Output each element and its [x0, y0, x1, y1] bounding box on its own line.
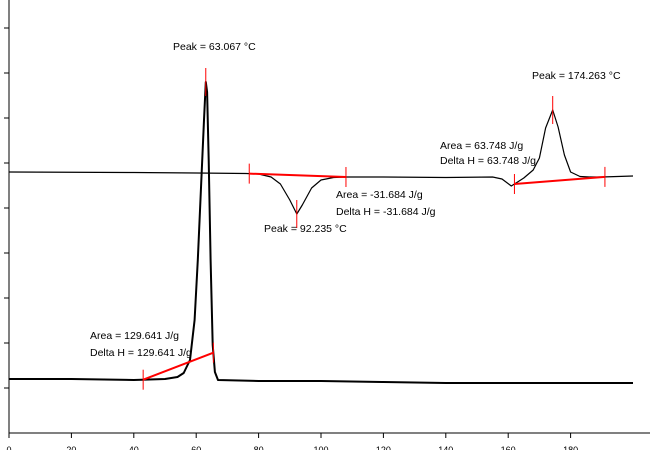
delta3-label: Delta H = 63.748 J/g [440, 155, 536, 167]
x-tick-label: 120 [376, 445, 391, 450]
peak3-label: Peak = 174.263 °C [532, 70, 621, 82]
x-tick-label: 160 [501, 445, 516, 450]
peak2-label: Peak = 92.235 °C [264, 223, 347, 235]
x-tick-label: 140 [438, 445, 453, 450]
y-axis-ticks [4, 27, 9, 389]
x-tick-label: 40 [129, 445, 139, 450]
series-group [8, 81, 634, 384]
area2-label: Area = -31.684 J/g [336, 189, 423, 201]
integration-baseline [142, 351, 214, 381]
series-line [8, 109, 634, 215]
x-tick-label: 60 [191, 445, 201, 450]
baseline-group [142, 68, 606, 390]
series-line [9, 81, 633, 384]
x-tick-label: 20 [66, 445, 76, 450]
integration-baseline [514, 175, 605, 185]
x-tick-label: 100 [313, 445, 328, 450]
x-tick-label: 80 [254, 445, 264, 450]
area1-label: Area = 129.641 J/g [90, 330, 179, 342]
delta2-label: Delta H = -31.684 J/g [336, 206, 436, 218]
delta1-label: Delta H = 129.641 J/g [90, 347, 192, 359]
area3-label: Area = 63.748 J/g [440, 140, 523, 152]
x-tick-label: 0 [6, 445, 11, 450]
x-axis-ticks: 0 20 40 60 80 100 120 140 160 180 [6, 433, 578, 450]
x-tick-label: 180 [563, 445, 578, 450]
peak1-label: Peak = 63.067 °C [173, 41, 256, 53]
integration-baseline [249, 172, 346, 178]
